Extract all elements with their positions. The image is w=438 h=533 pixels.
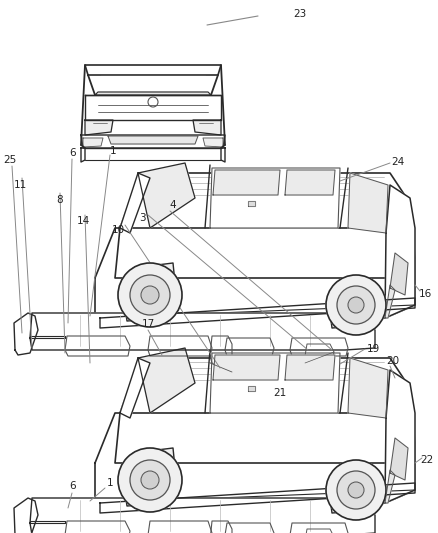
Polygon shape [108,136,198,144]
Polygon shape [81,148,85,162]
Polygon shape [213,170,280,195]
Polygon shape [95,413,415,503]
Text: 6: 6 [70,481,76,491]
Text: 4: 4 [170,200,177,210]
Text: 10: 10 [111,225,124,235]
Polygon shape [30,313,375,350]
Polygon shape [330,285,382,328]
Polygon shape [290,338,348,356]
Polygon shape [85,65,221,75]
Text: 8: 8 [57,195,64,205]
Text: 21: 21 [273,388,286,398]
Polygon shape [285,170,335,195]
Polygon shape [385,185,415,318]
Text: 3: 3 [139,213,145,223]
Polygon shape [225,338,274,356]
Polygon shape [225,523,274,533]
Polygon shape [14,313,38,355]
Text: 24: 24 [392,157,405,167]
Text: 1: 1 [110,146,117,156]
Polygon shape [248,386,255,391]
Circle shape [337,471,375,509]
Polygon shape [120,173,150,233]
Polygon shape [95,228,415,318]
Text: 11: 11 [14,180,27,190]
Polygon shape [348,173,388,233]
Circle shape [326,275,386,335]
Circle shape [348,482,364,498]
Circle shape [337,286,375,324]
Circle shape [326,460,386,520]
Polygon shape [385,285,395,318]
Text: 16: 16 [418,289,431,299]
Polygon shape [305,529,334,533]
Polygon shape [193,120,221,135]
Circle shape [130,460,170,500]
Circle shape [118,263,182,327]
Polygon shape [221,148,225,162]
Polygon shape [148,336,212,356]
Polygon shape [148,521,212,533]
Text: 22: 22 [420,455,434,465]
Circle shape [141,471,159,489]
Text: 6: 6 [70,148,76,158]
Polygon shape [305,344,334,363]
Polygon shape [213,355,280,380]
Polygon shape [385,470,395,503]
Polygon shape [85,95,221,120]
Circle shape [348,297,364,313]
Polygon shape [100,483,415,513]
Polygon shape [30,498,375,533]
Polygon shape [138,163,195,228]
Polygon shape [125,263,175,321]
Polygon shape [65,521,130,533]
Polygon shape [120,358,150,418]
Polygon shape [390,253,408,295]
Text: 23: 23 [293,9,307,19]
Polygon shape [30,521,65,523]
Polygon shape [95,92,211,95]
Circle shape [148,97,158,107]
Polygon shape [83,138,103,147]
Circle shape [118,448,182,512]
Polygon shape [100,298,415,328]
Polygon shape [138,348,195,413]
Polygon shape [390,438,408,480]
Polygon shape [30,336,65,338]
Polygon shape [248,201,255,206]
Polygon shape [385,370,415,503]
Polygon shape [210,168,340,228]
Polygon shape [203,138,223,147]
Text: 20: 20 [386,356,399,366]
Polygon shape [330,470,382,513]
Polygon shape [285,355,335,380]
Polygon shape [290,523,348,533]
Circle shape [130,275,170,315]
Polygon shape [115,358,415,463]
Text: 14: 14 [76,216,90,226]
Text: 25: 25 [4,155,17,165]
Text: 17: 17 [141,319,155,329]
Polygon shape [210,521,232,533]
Polygon shape [125,448,175,506]
Polygon shape [210,353,340,413]
Polygon shape [210,336,232,372]
Circle shape [141,286,159,304]
Text: 1: 1 [107,478,113,488]
Polygon shape [14,498,38,533]
Polygon shape [115,173,415,278]
Polygon shape [81,135,225,148]
Polygon shape [65,336,130,356]
Text: 19: 19 [366,344,380,354]
Polygon shape [85,120,113,135]
Polygon shape [348,358,388,418]
